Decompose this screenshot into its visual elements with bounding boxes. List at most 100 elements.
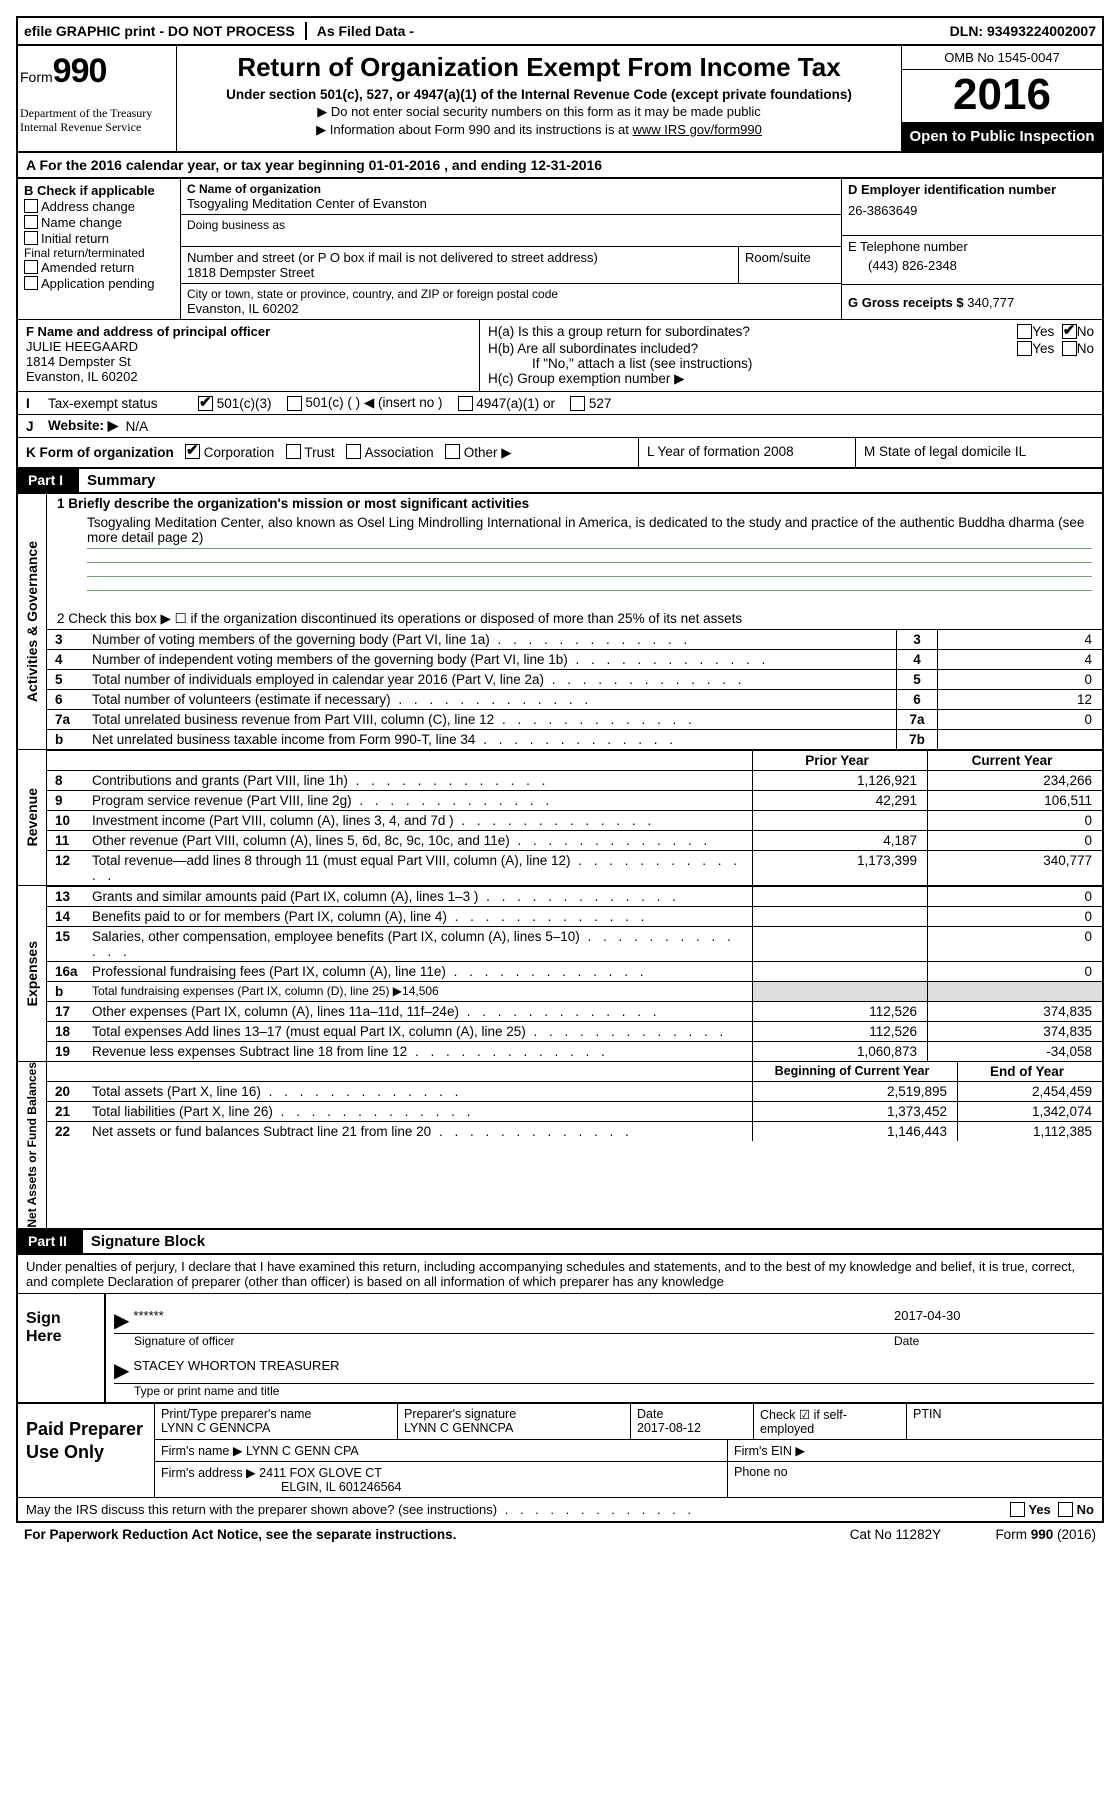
dba-label: Doing business as	[187, 218, 835, 232]
chk-4947[interactable]	[458, 396, 473, 411]
chk-application-pending[interactable]: Application pending	[24, 276, 174, 291]
cat-no: Cat No 11282Y	[795, 1527, 995, 1542]
gov-row: 4Number of independent voting members of…	[47, 649, 1102, 669]
table-row: 22Net assets or fund balances Subtract l…	[47, 1121, 1102, 1141]
prep-sig: LYNN C GENNCPA	[404, 1421, 513, 1435]
ha-no[interactable]	[1062, 324, 1077, 339]
phone-no-lbl: Phone no	[728, 1462, 1102, 1497]
footer: For Paperwork Reduction Act Notice, see …	[16, 1523, 1104, 1546]
website-label: Website: ▶	[48, 418, 118, 434]
line-a: A For the 2016 calendar year, or tax yea…	[16, 153, 1104, 179]
mission-label: 1 Briefly describe the organization's mi…	[53, 496, 529, 511]
chk-corp[interactable]	[185, 444, 200, 459]
open-to-public: Open to Public Inspection	[902, 122, 1102, 151]
as-filed-text: As Filed Data -	[317, 23, 414, 39]
addr-label: Number and street (or P O box if mail is…	[187, 250, 732, 265]
current-year-hdr: Current Year	[927, 751, 1102, 770]
hb-yes[interactable]	[1017, 341, 1032, 356]
part-1-tag: Part I	[18, 469, 79, 492]
box-b-title: B Check if applicable	[24, 183, 174, 198]
chk-amended-return[interactable]: Amended return	[24, 260, 174, 275]
chk-other[interactable]	[445, 444, 460, 459]
row-i: I Tax-exempt status 501(c)(3) 501(c) ( )…	[16, 392, 1104, 415]
irs-discuss-question: May the IRS discuss this return with the…	[26, 1502, 1010, 1517]
form-subtitle: Under section 501(c), 527, or 4947(a)(1)…	[183, 87, 895, 102]
firm-city: ELGIN, IL 601246564	[161, 1480, 401, 1494]
line-2: 2 Check this box ▶ ☐ if the organization…	[47, 609, 1102, 629]
year-formation: L Year of formation 2008	[639, 438, 856, 467]
h-b-note: If "No," attach a list (see instructions…	[488, 356, 1094, 371]
org-name-label: C Name of organization	[187, 182, 835, 196]
form-number: 990	[53, 52, 107, 90]
irs-yes[interactable]	[1010, 1502, 1025, 1517]
officer-row: F Name and address of principal officer …	[16, 320, 1104, 392]
chk-final-return[interactable]: Final return/terminated	[24, 247, 174, 259]
name-label: Type or print name and title	[134, 1384, 279, 1398]
form-990-page: efile GRAPHIC print - DO NOT PROCESS As …	[16, 16, 1104, 1546]
firm-addr-lbl: Firm's address ▶	[161, 1466, 256, 1480]
hb-no[interactable]	[1062, 341, 1077, 356]
info-grid: B Check if applicable Address change Nam…	[16, 179, 1104, 320]
sig-date: 2017-04-30	[894, 1308, 1094, 1333]
city-label: City or town, state or province, country…	[187, 287, 835, 301]
begin-year-hdr: Beginning of Current Year	[752, 1062, 957, 1081]
row-klm: K Form of organization Corporation Trust…	[16, 438, 1104, 469]
efile-bar: efile GRAPHIC print - DO NOT PROCESS As …	[16, 16, 1104, 46]
chk-501c3[interactable]	[198, 396, 213, 411]
part-2-bar: Part II Signature Block	[16, 1230, 1104, 1255]
chk-address-change[interactable]: Address change	[24, 199, 174, 214]
chk-initial-return[interactable]: Initial return	[24, 231, 174, 246]
side-exp: Expenses	[24, 941, 40, 1006]
firm-name: LYNN C GENN CPA	[246, 1444, 359, 1458]
paid-preparer-label: Paid Preparer Use Only	[18, 1404, 155, 1497]
form-note-2: ▶ Information about Form 990 and its ins…	[316, 122, 629, 137]
chk-501c[interactable]	[287, 396, 302, 411]
net-assets-section: Net Assets or Fund Balances Beginning of…	[16, 1062, 1104, 1230]
mission-text: Tsogyaling Meditation Center, also known…	[47, 513, 1102, 547]
table-row: 19Revenue less expenses Subtract line 18…	[47, 1041, 1102, 1061]
gov-row: 3Number of voting members of the governi…	[47, 629, 1102, 649]
side-net: Net Assets or Fund Balances	[25, 1062, 39, 1228]
arrow-icon-2: ▶	[114, 1358, 129, 1383]
firm-name-lbl: Firm's name ▶	[161, 1444, 242, 1458]
ha-yes[interactable]	[1017, 324, 1032, 339]
part-1-title: Summary	[79, 469, 163, 492]
h-b-label: H(b) Are all subordinates included?	[488, 341, 1017, 356]
officer-city: Evanston, IL 60202	[26, 369, 471, 384]
part-2-title: Signature Block	[83, 1230, 213, 1253]
dln-value: 93493224002007	[987, 23, 1096, 39]
irs-link[interactable]: www IRS gov/form990	[633, 122, 762, 137]
end-year-hdr: End of Year	[957, 1062, 1102, 1081]
irs-no[interactable]	[1058, 1502, 1073, 1517]
chk-trust[interactable]	[286, 444, 301, 459]
table-row: 20Total assets (Part X, line 16)2,519,89…	[47, 1081, 1102, 1101]
gov-row: 7aTotal unrelated business revenue from …	[47, 709, 1102, 729]
table-row: 15Salaries, other compensation, employee…	[47, 926, 1102, 961]
officer-name: JULIE HEEGAARD	[26, 339, 471, 354]
form-prefix: Form	[20, 69, 53, 85]
city-state-zip: Evanston, IL 60202	[187, 301, 835, 316]
gov-row: bNet unrelated business taxable income f…	[47, 729, 1102, 749]
table-row: bTotal fundraising expenses (Part IX, co…	[47, 981, 1102, 1001]
table-row: 17Other expenses (Part IX, column (A), l…	[47, 1001, 1102, 1021]
self-employed-chk[interactable]: Check ☑ if self-employed	[754, 1404, 907, 1439]
dept-line-1: Department of the Treasury	[20, 106, 152, 120]
chk-527[interactable]	[570, 396, 585, 411]
prep-date-lbl: Date	[637, 1407, 663, 1421]
gross-receipts-label: G Gross receipts $	[848, 295, 964, 310]
chk-assoc[interactable]	[346, 444, 361, 459]
table-row: 14Benefits paid to or for members (Part …	[47, 906, 1102, 926]
prep-sig-lbl: Preparer's signature	[404, 1407, 516, 1421]
revenue-section: Revenue Prior Year Current Year 8Contrib…	[16, 750, 1104, 886]
website-value: N/A	[126, 419, 149, 434]
officer-signature: ******	[133, 1308, 894, 1333]
state-domicile: M State of legal domicile IL	[856, 438, 1102, 467]
sign-here-label: Sign Here	[18, 1294, 106, 1402]
ein-value: 26-3863649	[848, 197, 1096, 218]
table-row: 21Total liabilities (Part X, line 26)1,3…	[47, 1101, 1102, 1121]
chk-name-change[interactable]: Name change	[24, 215, 174, 230]
h-c-label: H(c) Group exemption number ▶	[488, 371, 1094, 387]
prep-name-lbl: Print/Type preparer's name	[161, 1407, 311, 1421]
table-row: 8Contributions and grants (Part VIII, li…	[47, 770, 1102, 790]
prior-year-hdr: Prior Year	[752, 751, 927, 770]
